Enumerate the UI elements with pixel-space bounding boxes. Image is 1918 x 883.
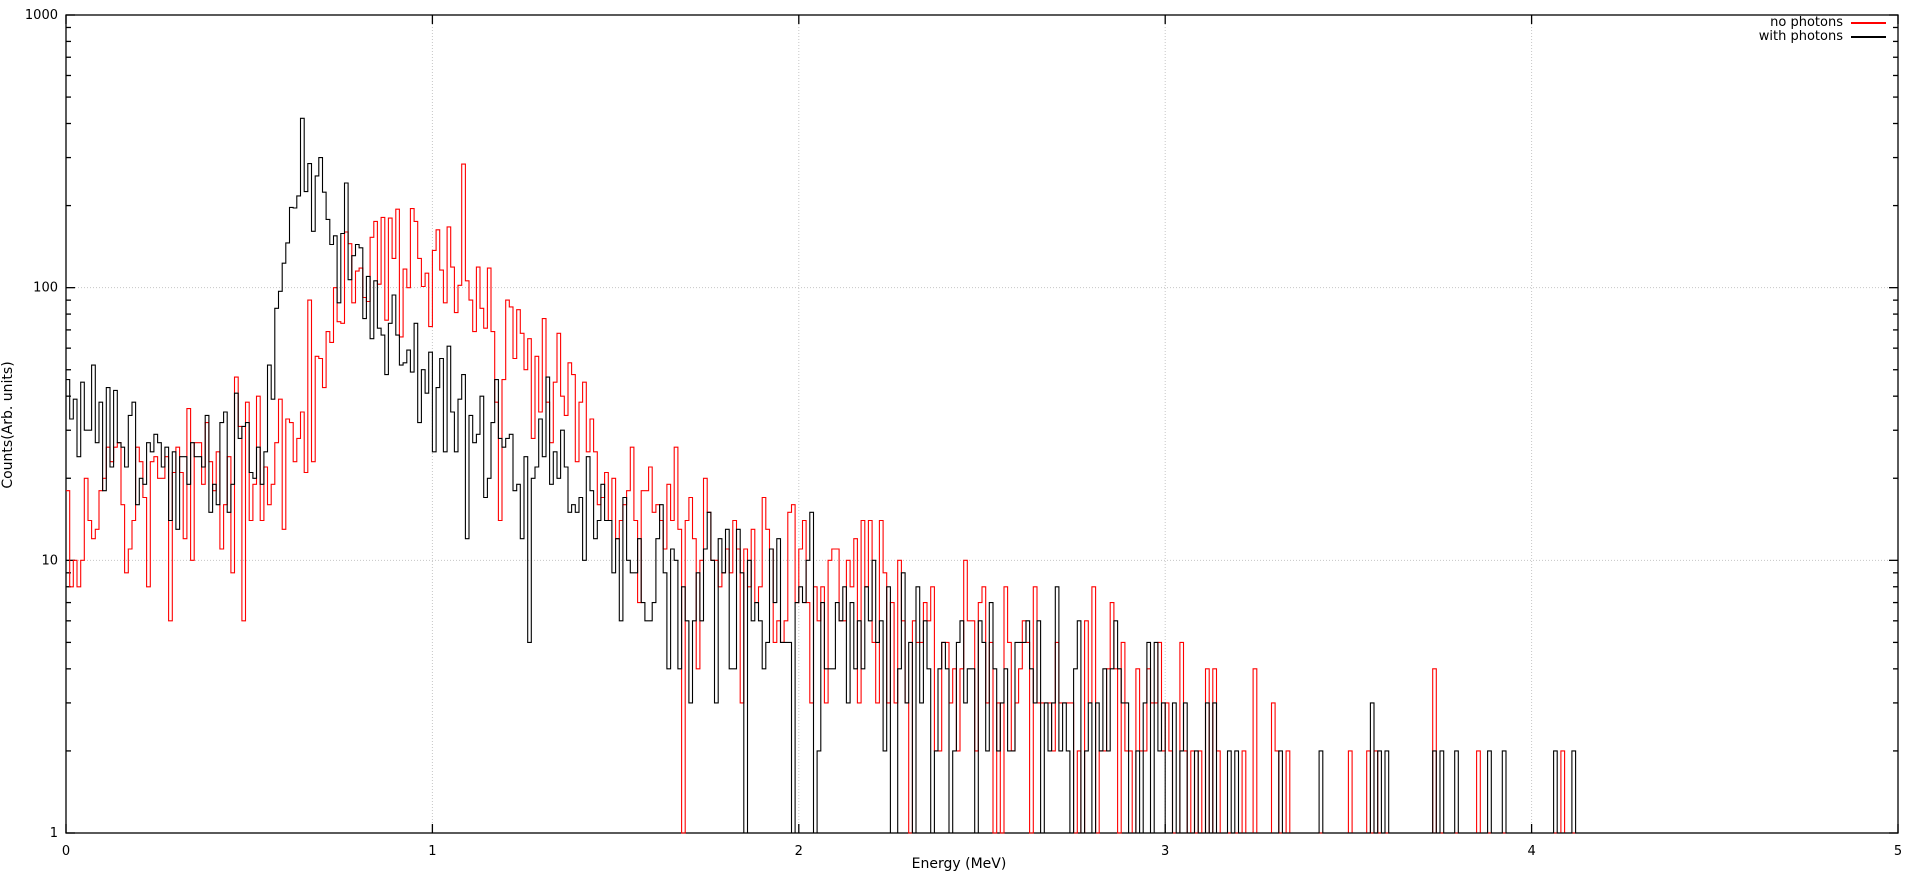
legend-line-sample-black xyxy=(1851,35,1886,38)
x-tick-label: 1 xyxy=(428,844,436,859)
y-tick-label: 1000 xyxy=(25,8,58,23)
x-tick-label: 5 xyxy=(1894,844,1902,859)
legend-line-sample-red xyxy=(1851,21,1886,24)
x-tick-label: 0 xyxy=(62,844,70,859)
legend-entry-with-photons: with photons xyxy=(1759,30,1886,43)
grid-lines xyxy=(66,15,1898,833)
x-axis-title: Energy (MeV) xyxy=(911,856,1007,872)
x-tick-label: 3 xyxy=(1161,844,1169,859)
legend-label-with-photons: with photons xyxy=(1758,29,1843,44)
y-axis-title: Counts(Arb. units) xyxy=(0,361,16,489)
y-tick-label: 1 xyxy=(50,826,58,841)
y-tick-label: 10 xyxy=(41,553,58,568)
legend-label-no-photons: no photons xyxy=(1770,15,1843,30)
legend-entry-no-photons: no photons xyxy=(1759,16,1886,29)
x-tick-label: 2 xyxy=(795,844,803,859)
axes xyxy=(65,14,1899,834)
x-tick-label: 4 xyxy=(1527,844,1535,859)
series-with-photons xyxy=(66,117,1898,834)
y-tick-label: 100 xyxy=(33,281,58,296)
legend: no photons with photons xyxy=(1759,16,1886,43)
